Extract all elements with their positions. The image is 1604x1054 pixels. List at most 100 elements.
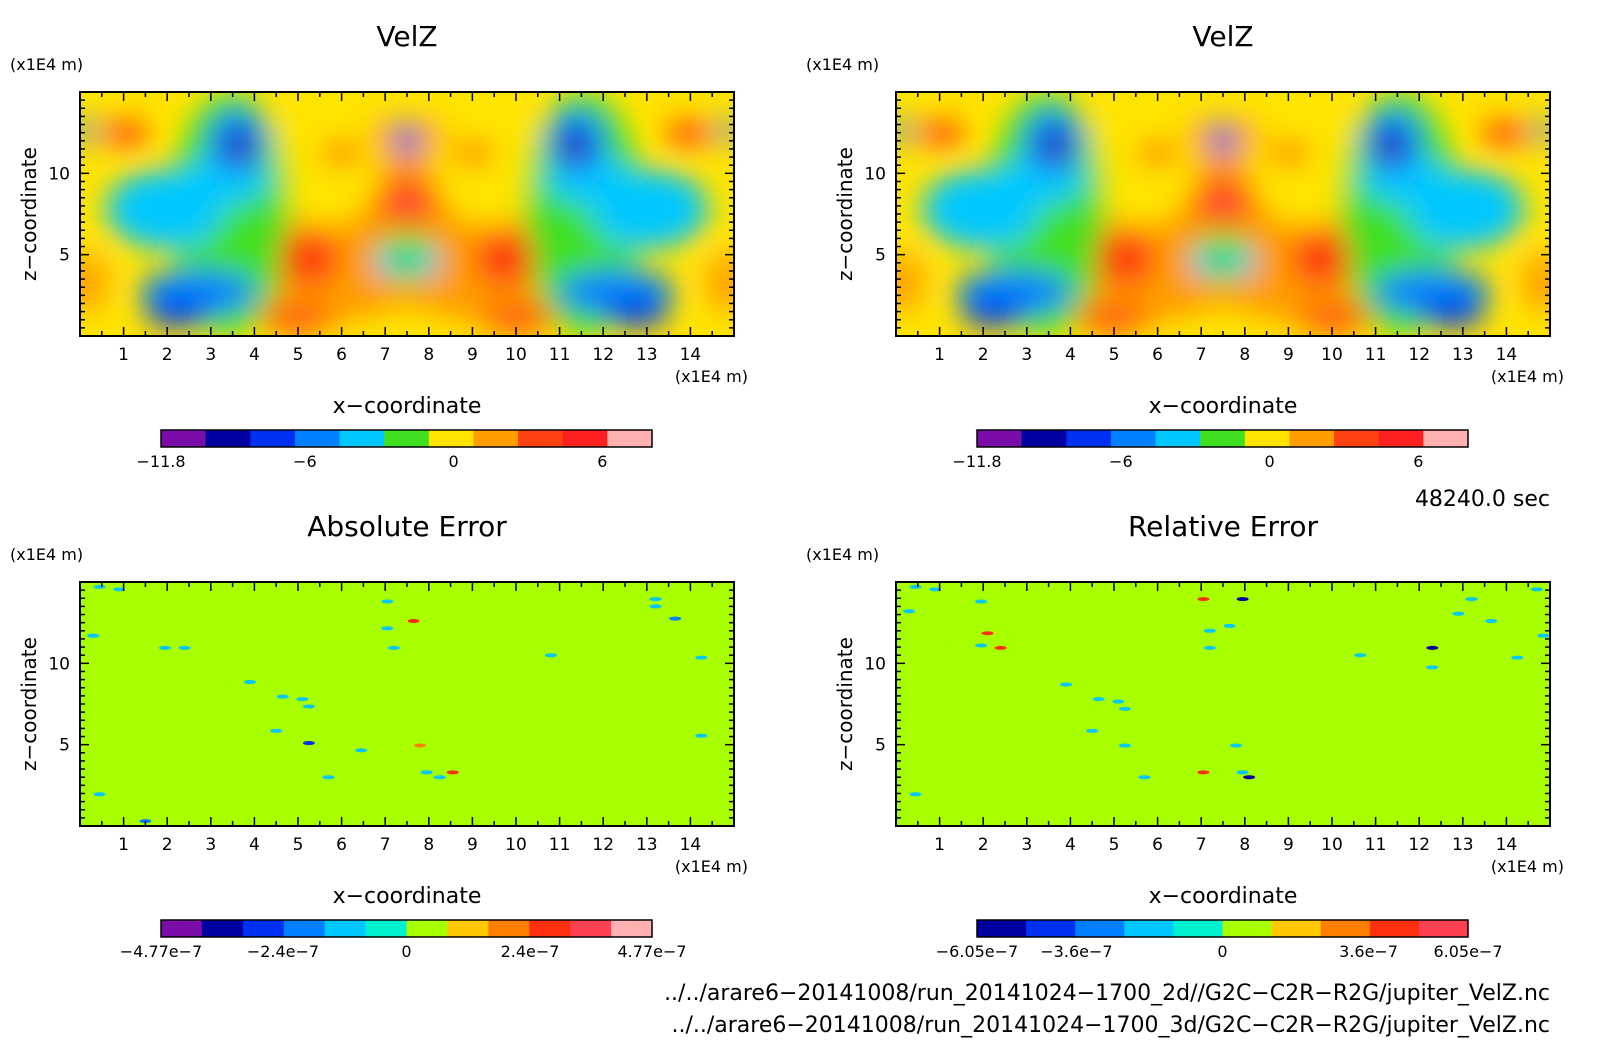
colorbar-swatch [1021,430,1067,447]
error-point [544,653,557,658]
y-tick-label: 10 [864,654,886,674]
y-tick-label: 5 [59,736,70,756]
colorbar: −11.8 −6 0 6 [136,429,653,471]
error-point [649,597,662,602]
x-tick-label: 5 [293,345,304,365]
error-point [1354,653,1367,658]
panel-absolute-error: Absolute Error (x1E4 m) 1 2 3 4 5 6 7 8 9 10 11 12 1… [10,510,748,961]
error-point [244,680,257,685]
field-plot [896,92,1550,336]
error-point [981,631,994,636]
error-point [909,584,922,589]
field-contours [80,92,734,336]
error-point [1511,655,1524,660]
x-tick-label: 14 [680,345,702,365]
x-tick-label: 10 [1321,835,1343,855]
contour-region [1268,143,1309,163]
colorbar-tick-label: −11.8 [952,452,1001,471]
colorbar-tick-label: −4.77e−7 [120,942,202,961]
error-point [975,599,988,604]
error-point [695,733,708,738]
colorbar-swatch [518,430,564,447]
colorbar-swatch [473,430,519,447]
panel-title: Relative Error [1128,510,1319,543]
x-unit-label: (x1E4 m) [1491,857,1564,876]
colorbar-tick-label: 3.6e−7 [1339,942,1398,961]
contour-region [707,253,734,312]
colorbar-tick-label: −3.6e−7 [1040,942,1112,961]
contour-region [1230,250,1255,275]
contour-region [1095,228,1155,288]
contour-region [279,228,339,288]
y-axis-label: z−coordinate [833,637,857,771]
error-point [975,643,988,648]
contour-region [475,228,535,288]
contour-region [1137,143,1178,163]
colorbar-swatch [1418,920,1469,937]
colorbar-swatch [1222,920,1273,937]
contour-region [1217,131,1229,146]
contour-region [145,301,211,327]
colorbar-swatch [1334,430,1380,447]
error-point [1236,770,1249,775]
error-plot [80,582,734,826]
error-point [1426,645,1439,650]
colorbar-swatch [529,920,571,937]
x-tick-label: 4 [249,345,260,365]
x-tick-label: 2 [978,345,989,365]
colorbar-tick-label: −11.8 [136,452,185,471]
error-point [322,775,335,780]
x-tick-label: 4 [1065,345,1076,365]
error-background [80,582,734,826]
colorbar-swatch [1155,430,1201,447]
x-unit-label: (x1E4 m) [675,367,748,386]
panel-title: Absolute Error [307,510,507,543]
contour-region [452,143,493,163]
colorbar-swatch [488,920,530,937]
error-point [93,792,106,797]
error-point [302,741,315,746]
colorbar-swatch [242,920,285,937]
error-point [1465,597,1478,602]
contour-region [402,203,412,211]
colorbar-swatch [161,430,207,447]
colorbar: −11.8 −6 0 6 [952,429,1469,471]
colorbar-swatch [1200,430,1246,447]
x-tick-label: 8 [1239,345,1250,365]
contour-region [1294,306,1374,332]
contour-region [401,131,413,146]
colorbar-swatch [1244,430,1290,447]
x-tick-label: 9 [1283,345,1294,365]
z-unit-label: (x1E4 m) [10,545,83,564]
contour-region [1218,203,1228,211]
x-tick-label: 13 [1452,835,1474,855]
colorbar-swatch [406,920,448,937]
x-tick-label: 10 [505,835,527,855]
contour-region [1193,179,1253,224]
error-point [1230,743,1243,748]
error-point [1537,633,1550,638]
error-point [276,694,289,699]
colorbar-swatch [607,430,653,447]
x-tick-label: 7 [1196,835,1207,855]
error-point [381,599,394,604]
colorbar-swatch [1173,920,1223,937]
x-tick-label: 1 [118,345,129,365]
contour-region [1291,228,1351,288]
x-tick-label: 6 [336,835,347,855]
x-tick-label: 11 [549,835,571,855]
colorbar-swatch [428,430,474,447]
error-point [994,645,1007,650]
x-axis-label: x−coordinate [333,884,482,909]
x-tick-label: 7 [380,835,391,855]
error-point [1060,682,1073,687]
colorbar-tick-label: 6 [1413,452,1423,471]
contour-region [1249,104,1367,227]
contour-region [80,116,95,146]
x-tick-label: 6 [1152,345,1163,365]
x-unit-label: (x1E4 m) [675,857,748,876]
